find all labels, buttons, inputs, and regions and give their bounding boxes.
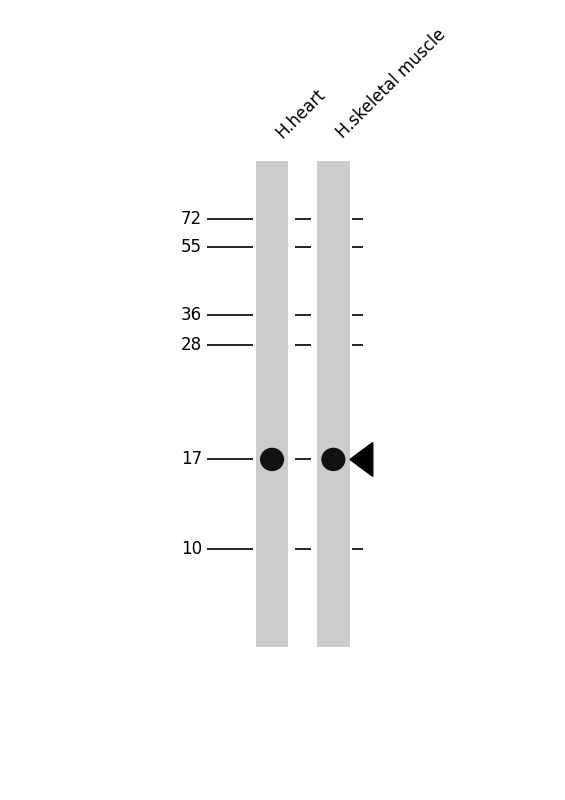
Text: 28: 28 (181, 337, 202, 354)
Text: H.heart: H.heart (272, 86, 328, 142)
Text: 36: 36 (181, 306, 202, 324)
Ellipse shape (260, 448, 284, 471)
Text: 17: 17 (181, 450, 202, 469)
Text: H.skeletal muscle: H.skeletal muscle (333, 26, 450, 142)
Bar (255, 161, 289, 647)
Polygon shape (350, 442, 373, 476)
Text: 72: 72 (181, 210, 202, 228)
Ellipse shape (321, 448, 345, 471)
Text: 55: 55 (181, 238, 202, 256)
Text: 10: 10 (181, 540, 202, 558)
Bar (317, 161, 350, 647)
